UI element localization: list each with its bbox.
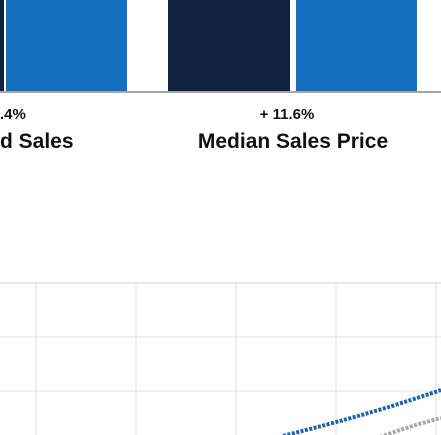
grid	[0, 282, 441, 435]
metric-label: d Sales	[0, 130, 74, 153]
bar	[6, 0, 127, 91]
metric-change: .4%	[0, 106, 26, 123]
metric-label: Median Sales Price	[198, 130, 388, 153]
metric-change: + 11.6%	[260, 106, 315, 123]
bar	[0, 0, 4, 91]
bar	[296, 0, 417, 91]
trend-line	[282, 388, 441, 435]
bar	[168, 0, 290, 91]
trend-line	[379, 416, 441, 435]
